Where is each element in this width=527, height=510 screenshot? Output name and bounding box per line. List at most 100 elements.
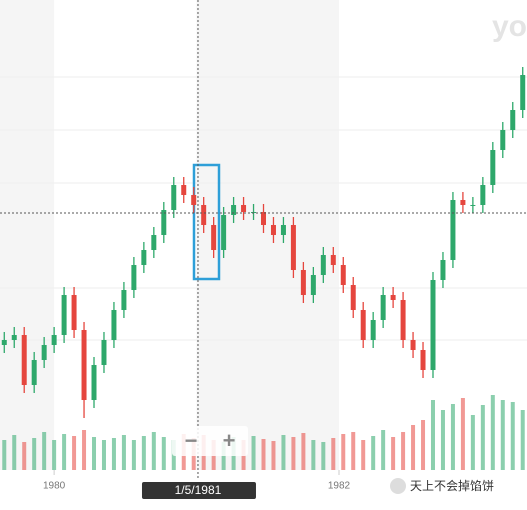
volume-bar xyxy=(281,435,286,470)
candle-body xyxy=(21,335,27,385)
candle-body xyxy=(460,200,466,205)
candle-body xyxy=(131,265,137,290)
candle-body xyxy=(280,225,286,235)
highlight-box xyxy=(192,163,221,281)
candle-body xyxy=(500,130,506,150)
volume-bar xyxy=(221,442,226,470)
candle-body xyxy=(440,260,446,280)
volume-bar xyxy=(480,405,485,470)
volume-bar xyxy=(271,441,276,470)
volume-bar xyxy=(440,410,445,470)
volume-bar xyxy=(121,435,126,470)
candle-body xyxy=(31,360,37,385)
volume-bar xyxy=(301,433,306,470)
candle-body xyxy=(241,205,247,212)
volume-bar xyxy=(111,438,116,470)
candle-body xyxy=(270,225,276,235)
volume-bar xyxy=(460,398,465,470)
candle-body xyxy=(520,75,526,110)
candle-body xyxy=(231,205,237,215)
volume-bar xyxy=(291,437,296,470)
volume-bar xyxy=(2,440,7,470)
candle-body xyxy=(81,330,87,400)
watermark-icon xyxy=(390,477,406,494)
candle-body xyxy=(330,255,336,265)
crosshair-label-box xyxy=(141,482,256,499)
volume-bar xyxy=(72,436,77,470)
volume-bar xyxy=(361,440,366,470)
candle-body xyxy=(310,275,316,295)
volume-bar xyxy=(141,436,146,470)
candle-body xyxy=(480,185,486,205)
volume-bar xyxy=(62,434,67,470)
candle-body xyxy=(380,295,386,320)
x-tick-label: 1982 xyxy=(328,481,351,492)
volume-bar xyxy=(351,432,356,470)
volume-bar xyxy=(22,442,27,470)
volume-bar xyxy=(381,430,386,470)
candle-body xyxy=(290,225,296,270)
candle-body xyxy=(11,335,17,340)
background-band xyxy=(196,0,339,470)
volume-bar xyxy=(401,432,406,470)
candle-body xyxy=(91,365,97,400)
volume-bar xyxy=(371,436,376,470)
zoom-in-button[interactable]: + xyxy=(222,428,236,453)
volume-bar xyxy=(450,404,455,470)
candle-body xyxy=(370,320,376,340)
volume-bar xyxy=(520,410,525,470)
candle-body xyxy=(41,345,47,360)
volume-bar xyxy=(101,440,106,470)
candle-body xyxy=(261,212,266,225)
logo: yo xyxy=(492,10,527,43)
candle-body xyxy=(410,340,416,350)
volume-bar xyxy=(42,432,47,470)
volume-bar xyxy=(251,436,256,470)
x-tick-label: 1980 xyxy=(43,481,66,492)
candle-body xyxy=(141,250,147,265)
candle-body xyxy=(420,350,426,370)
candle-body xyxy=(430,280,436,370)
candle-body xyxy=(221,215,227,250)
candle-body xyxy=(211,225,217,250)
candle-body xyxy=(360,310,366,340)
zoom-control: − + xyxy=(172,426,248,456)
candle-body xyxy=(191,195,197,205)
volume-bar xyxy=(411,425,416,470)
candle-body xyxy=(101,340,107,365)
volume-bar xyxy=(261,439,266,470)
candle-body xyxy=(300,270,306,295)
candle-body xyxy=(201,205,207,225)
volume-bar xyxy=(321,442,326,470)
candle-body xyxy=(490,150,496,185)
candle-body xyxy=(400,300,406,340)
candle-body xyxy=(390,295,396,300)
candle-body xyxy=(340,265,346,285)
volume-bar xyxy=(470,415,475,470)
volume-bar xyxy=(151,432,156,470)
volume-bar xyxy=(161,437,166,470)
volume-bar xyxy=(82,430,87,470)
volume-bar xyxy=(500,400,505,470)
candle-body xyxy=(181,185,187,195)
candle-body xyxy=(1,340,7,345)
watermark-text: 天上不会掉馅饼 xyxy=(410,479,495,493)
volume-bar xyxy=(510,402,515,470)
volume-bar xyxy=(421,420,426,470)
candle-body xyxy=(171,185,177,210)
background-band xyxy=(0,0,55,470)
candle-body xyxy=(450,200,456,260)
candle-body xyxy=(61,295,67,335)
volume-bar xyxy=(12,435,17,470)
zoom-out-button[interactable]: − xyxy=(184,428,198,453)
candle-body xyxy=(320,255,326,275)
candle-body xyxy=(151,235,157,250)
candle-body xyxy=(470,205,476,206)
volume-bar xyxy=(430,400,435,470)
volume-bar xyxy=(311,440,316,470)
volume-bar xyxy=(92,437,97,470)
watermark: 天上不会掉馅饼 xyxy=(390,477,494,494)
volume-bar xyxy=(341,434,346,470)
candle-body xyxy=(350,285,356,310)
